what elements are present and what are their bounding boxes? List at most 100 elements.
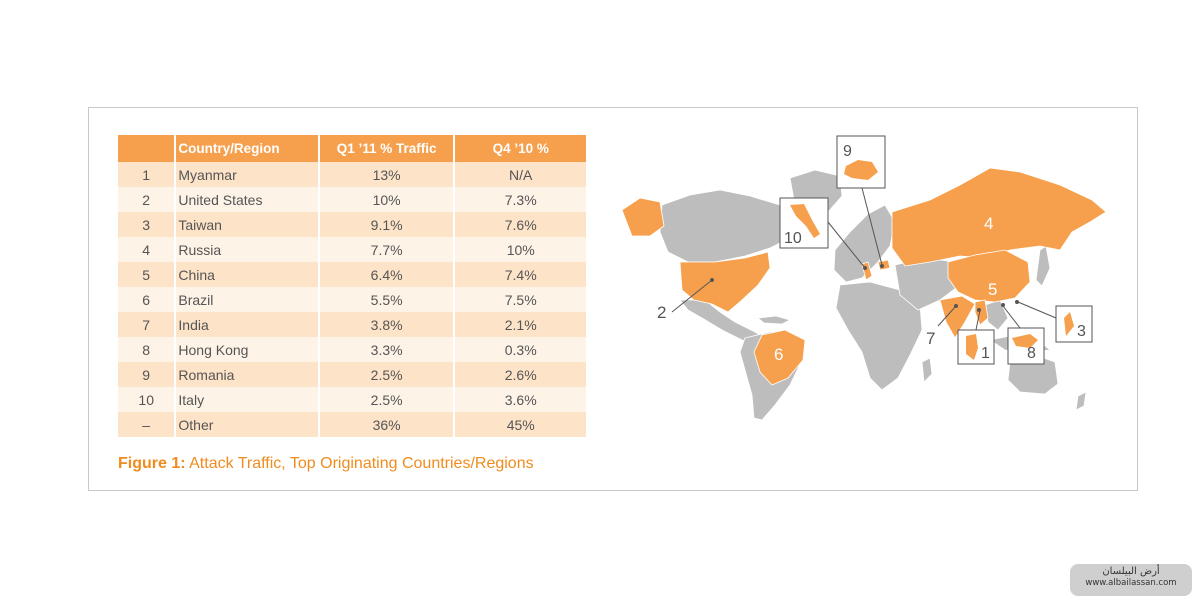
taiwan-callout-box [1055, 305, 1093, 343]
q4-cell: 7.6% [454, 212, 586, 237]
rank-cell: 5 [118, 262, 177, 287]
q4-cell: 10% [454, 237, 586, 262]
country-cell: India [175, 312, 320, 337]
rank-cell: 9 [118, 362, 177, 387]
romania-callout-shape [844, 160, 878, 180]
q1-cell: 13% [318, 162, 456, 187]
country-cell: Hong Kong [175, 337, 320, 362]
table-row: 9 Romania 2.5% 2.6% [118, 362, 586, 387]
us-dot [710, 278, 714, 282]
q4-cell: N/A [454, 162, 586, 187]
table-header-row: Country/Region Q1 ’11 % Traffic Q4 ’10 % [118, 135, 586, 162]
table-row: 1 Myanmar 13% N/A [118, 162, 586, 187]
hongkong-callout: 8 [1002, 305, 1045, 365]
europe-shape [833, 204, 896, 283]
watermark-title: أرض البيلسان [1102, 566, 1160, 577]
caption-label: Figure 1: [118, 455, 186, 472]
new-zealand-shape [1075, 391, 1087, 411]
romania-callout: 9 [836, 135, 886, 266]
hongkong-label: 8 [1027, 345, 1036, 362]
q4-cell: 45% [454, 412, 586, 437]
country-cell: Other [175, 412, 320, 437]
russia-label: 4 [984, 214, 993, 233]
country-cell: Italy [175, 387, 320, 412]
hongkong-leader-line [1002, 305, 1021, 329]
q1-cell: 2.5% [318, 387, 456, 412]
rank-header [118, 135, 177, 162]
country-cell: Romania [175, 362, 320, 387]
china-shape [947, 249, 1031, 303]
caribbean-shape [757, 315, 792, 325]
watermark-url: www.albailassan.com [1085, 578, 1177, 588]
china-label: 5 [988, 280, 997, 299]
rank-cell: 8 [118, 337, 177, 362]
world-map: 9 10 1 8 3 4 5 6 [621, 135, 1107, 421]
rank-cell: – [118, 412, 177, 437]
q4-cell: 0.3% [454, 337, 586, 362]
taiwan-callout-shape [1064, 312, 1074, 336]
q1-cell: 7.7% [318, 237, 456, 262]
romania-shape [877, 259, 891, 271]
table-row: 4 Russia 7.7% 10% [118, 237, 586, 262]
hongkong-callout-shape [1012, 334, 1038, 348]
taiwan-dot [1015, 300, 1019, 304]
q4-cell: 7.4% [454, 262, 586, 287]
india-dot [954, 304, 958, 308]
india-shape [939, 295, 976, 339]
italy-dot [863, 266, 867, 270]
table-row: 8 Hong Kong 3.3% 0.3% [118, 337, 586, 362]
rank-cell: 6 [118, 287, 177, 312]
myanmar-shape [974, 299, 989, 326]
india-label: 7 [926, 329, 935, 348]
q4-header: Q4 ’10 % [454, 135, 586, 162]
watermark-badge: أرض البيلسان www.albailassan.com [1070, 564, 1192, 596]
italy-callout-shape [790, 204, 820, 238]
brazil-label: 6 [774, 345, 783, 364]
alaska-shape [621, 197, 665, 237]
table-row: – Other 36% 45% [118, 412, 586, 437]
country-header: Country/Region [175, 135, 320, 162]
q1-cell: 9.1% [318, 212, 456, 237]
q1-cell: 3.8% [318, 312, 456, 337]
rank-cell: 10 [118, 387, 177, 412]
q1-cell: 10% [318, 187, 456, 212]
taiwan-callout: 3 [1017, 301, 1093, 343]
table-row: 6 Brazil 5.5% 7.5% [118, 287, 586, 312]
country-cell: Taiwan [175, 212, 320, 237]
italy-callout: 10 [779, 197, 866, 269]
us-leader-line [671, 279, 713, 313]
q1-cell: 36% [318, 412, 456, 437]
country-cell: Brazil [175, 287, 320, 312]
q1-cell: 6.4% [318, 262, 456, 287]
italy-label: 10 [784, 230, 802, 247]
usa-shape [679, 251, 771, 313]
rank-cell: 1 [118, 162, 177, 187]
romania-leader-line [861, 187, 883, 266]
country-cell: Myanmar [175, 162, 320, 187]
q4-cell: 7.3% [454, 187, 586, 212]
q4-cell: 3.6% [454, 387, 586, 412]
romania-label: 9 [843, 143, 852, 160]
q1-cell: 2.5% [318, 362, 456, 387]
table-row: 7 India 3.8% 2.1% [118, 312, 586, 337]
table-row: 10 Italy 2.5% 3.6% [118, 387, 586, 412]
myanmar-dot [977, 308, 981, 312]
country-cell: China [175, 262, 320, 287]
myanmar-callout-shape [966, 334, 978, 360]
rank-cell: 7 [118, 312, 177, 337]
rank-cell: 2 [118, 187, 177, 212]
india-leader-line [937, 305, 957, 327]
myanmar-label: 1 [981, 345, 990, 362]
russia-shape [891, 167, 1107, 267]
rank-cell: 4 [118, 237, 177, 262]
attack-traffic-table: Country/Region Q1 ’11 % Traffic Q4 ’10 %… [118, 135, 586, 437]
japan-shape [1035, 245, 1051, 287]
myanmar-callout: 1 [957, 309, 995, 365]
taiwan-label: 3 [1077, 323, 1086, 340]
q4-cell: 7.5% [454, 287, 586, 312]
taiwan-leader-line [1017, 301, 1057, 319]
table-row: 5 China 6.4% 7.4% [118, 262, 586, 287]
rank-cell: 3 [118, 212, 177, 237]
romania-dot [880, 264, 884, 268]
q1-cell: 3.3% [318, 337, 456, 362]
